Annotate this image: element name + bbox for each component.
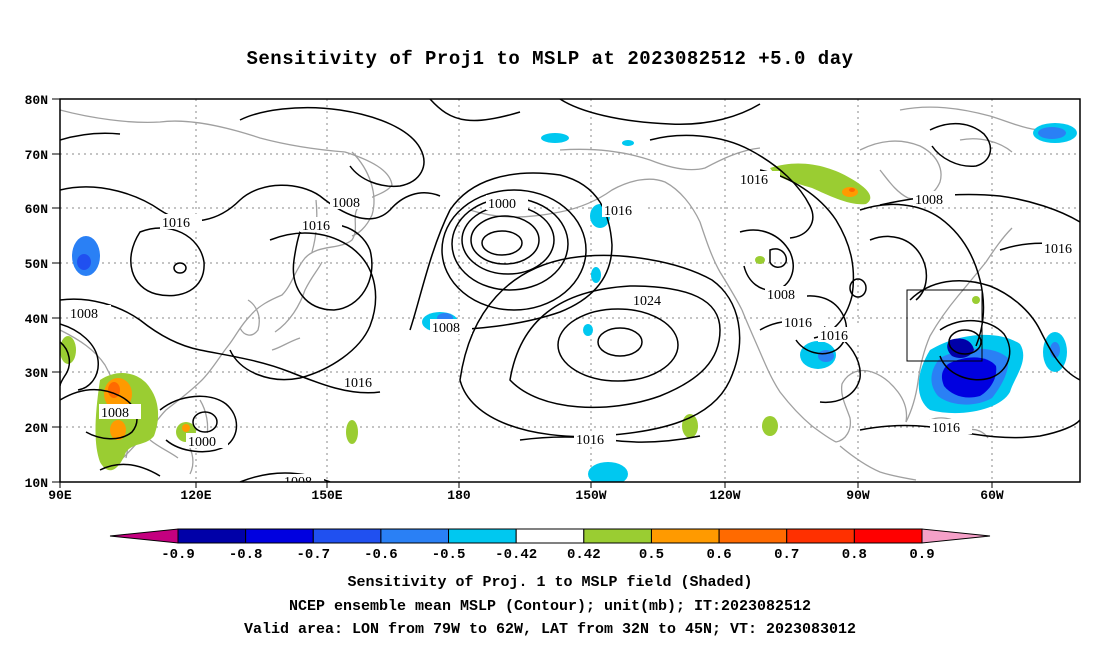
colorbar-segment [583, 528, 652, 544]
contour-label: 1016 [162, 216, 190, 231]
contour-labels: 1008 1016 1016 1000 1016 1016 1008 1016 … [69, 171, 1080, 490]
lat-label: 30N [25, 366, 48, 381]
longitude-labels: 90E 120E 150E 180 150W 120W 90W 60W [48, 488, 1004, 503]
colorbar-label: 0.8 [842, 547, 867, 563]
contour-label: 1008 [101, 406, 129, 421]
colorbar-segment [515, 528, 585, 544]
contour-label: 1016 [820, 329, 848, 344]
colorbar-segment [853, 528, 923, 544]
contour-label: 1008 [70, 307, 98, 322]
colorbar-segment [245, 528, 314, 544]
colorbar-label: 0.5 [639, 547, 664, 563]
valid-area-box [906, 289, 983, 362]
lat-label: 40N [25, 312, 48, 327]
colorbar-segment [380, 528, 450, 544]
caption-line-1: Sensitivity of Proj. 1 to MSLP field (Sh… [347, 574, 753, 591]
contour-label: 1016 [932, 421, 960, 436]
lon-label: 60W [980, 488, 1004, 503]
colorbar-label: -0.42 [495, 547, 537, 563]
contour-label: 1000 [488, 197, 516, 212]
colorbar-label: 0.6 [706, 547, 731, 563]
contour-label: 1008 [332, 196, 360, 211]
contour-label: 1000 [188, 435, 216, 450]
lon-label: 90W [846, 488, 870, 503]
caption-line-2: NCEP ensemble mean MSLP (Contour); unit(… [288, 598, 812, 615]
lat-label: 60N [25, 202, 48, 217]
lon-label: 120E [180, 488, 211, 503]
colorbar-label: -0.5 [432, 547, 466, 563]
axis-ticks [52, 98, 993, 488]
lat-label: 20N [25, 421, 48, 436]
colorbar-segment [718, 528, 788, 544]
lon-label: 120W [709, 488, 740, 503]
contour-label: 1008 [432, 321, 460, 336]
contour-label: 1016 [604, 204, 632, 219]
lat-label: 80N [25, 93, 48, 108]
lat-label: 10N [25, 476, 48, 491]
lon-label: 90E [48, 488, 72, 503]
mslp-contours [60, 99, 1080, 482]
colorbar-label: -0.6 [364, 547, 398, 563]
colorbar-segment [312, 528, 382, 544]
colorbar-label: 0.7 [774, 547, 799, 563]
colorbar-label: 0.9 [909, 547, 934, 563]
lon-label: 150E [311, 488, 342, 503]
lon-label: 180 [447, 488, 471, 503]
colorbar-segment [786, 528, 855, 544]
colorbar-segment [177, 528, 247, 544]
contour-label: 1016 [784, 316, 812, 331]
contour-label: 1016 [740, 173, 768, 188]
colorbar-label: -0.9 [161, 547, 195, 563]
contour-label: 1008 [284, 475, 312, 490]
caption-line-3: Valid area: LON from 79W to 62W, LAT fro… [243, 621, 857, 638]
contour-label: 1008 [767, 288, 795, 303]
contour-label: 1016 [344, 376, 372, 391]
colorbar-min-arrow [109, 528, 179, 544]
map-border [59, 98, 1081, 483]
contour-label: 1008 [915, 193, 943, 208]
contour-label: 1016 [302, 219, 330, 234]
plot-title: Sensitivity of Proj1 to MSLP at 20230825… [246, 48, 854, 70]
contour-label: 1024 [633, 294, 661, 309]
colorbar-max-arrow [921, 528, 991, 544]
contour-label: 1016 [1044, 242, 1072, 257]
lat-label: 70N [25, 148, 48, 163]
colorbar: -0.9 -0.8 -0.7 -0.6 -0.5 -0.42 0.42 0.5 0.6 0.7 0.… [109, 528, 991, 563]
lat-label: 50N [25, 257, 48, 272]
latitude-labels: 80N 70N 60N 50N 40N 30N 20N 10N [25, 93, 48, 491]
colorbar-label: -0.8 [229, 547, 263, 563]
lon-label: 150W [575, 488, 606, 503]
colorbar-label: 0.42 [567, 547, 601, 563]
colorbar-segment [650, 528, 720, 544]
contour-label: 1016 [576, 433, 604, 448]
colorbar-label: -0.7 [296, 547, 330, 563]
colorbar-segment [448, 528, 517, 544]
